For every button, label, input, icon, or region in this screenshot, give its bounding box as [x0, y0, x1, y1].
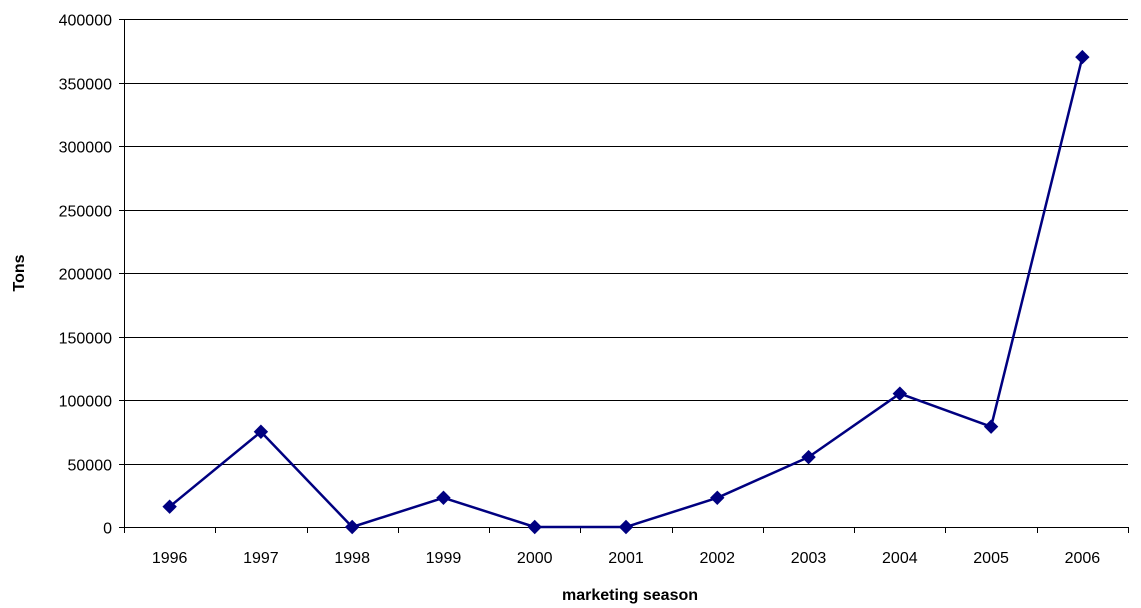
y-tick-label: 250000 — [59, 204, 112, 221]
data-point — [892, 386, 908, 401]
gridlines — [124, 19, 1128, 465]
x-tick-label: 2006 — [1065, 550, 1101, 567]
y-tick-label: 200000 — [59, 267, 112, 284]
data-point — [162, 499, 177, 514]
x-tick-label: 2002 — [699, 550, 735, 567]
y-tick-label: 50000 — [68, 458, 113, 475]
x-tick-label: 2004 — [882, 550, 918, 567]
x-tick-label: 1997 — [243, 550, 279, 567]
x-tick-label: 1998 — [334, 550, 370, 567]
data-point — [436, 490, 451, 505]
y-tick-label: 150000 — [59, 331, 112, 348]
x-axis-title: marketing season — [562, 587, 698, 604]
x-axis: 1996 1997 1998 1999 2000 2001 2002 2003 2004 2005… — [124, 527, 1129, 567]
y-tick-label: 400000 — [59, 13, 112, 30]
y-tick-label: 350000 — [59, 77, 112, 94]
x-tick-label: 1999 — [426, 550, 462, 567]
x-tick-label: 2001 — [608, 550, 644, 567]
data-point — [710, 490, 725, 505]
y-axis: 0 50000 100000 150000 200000 250000 300000 3500… — [59, 13, 125, 538]
x-tick-label: 1996 — [152, 550, 188, 567]
data-point — [983, 419, 999, 434]
data-point — [801, 449, 816, 465]
y-tick-label: 100000 — [59, 394, 112, 411]
x-tick-label: 2005 — [973, 550, 1009, 567]
data-point — [344, 519, 360, 535]
y-tick-label: 300000 — [59, 140, 112, 157]
series-line — [168, 56, 1084, 529]
x-tick-label: 2003 — [791, 550, 827, 567]
series-layer — [162, 49, 1090, 535]
data-point — [253, 424, 269, 439]
y-axis-title: Tons — [11, 254, 28, 291]
data-point — [527, 519, 542, 535]
data-point — [1075, 49, 1090, 65]
y-tick-label: 0 — [103, 521, 112, 538]
data-point — [618, 519, 634, 535]
x-tick-label: 2000 — [517, 550, 553, 567]
